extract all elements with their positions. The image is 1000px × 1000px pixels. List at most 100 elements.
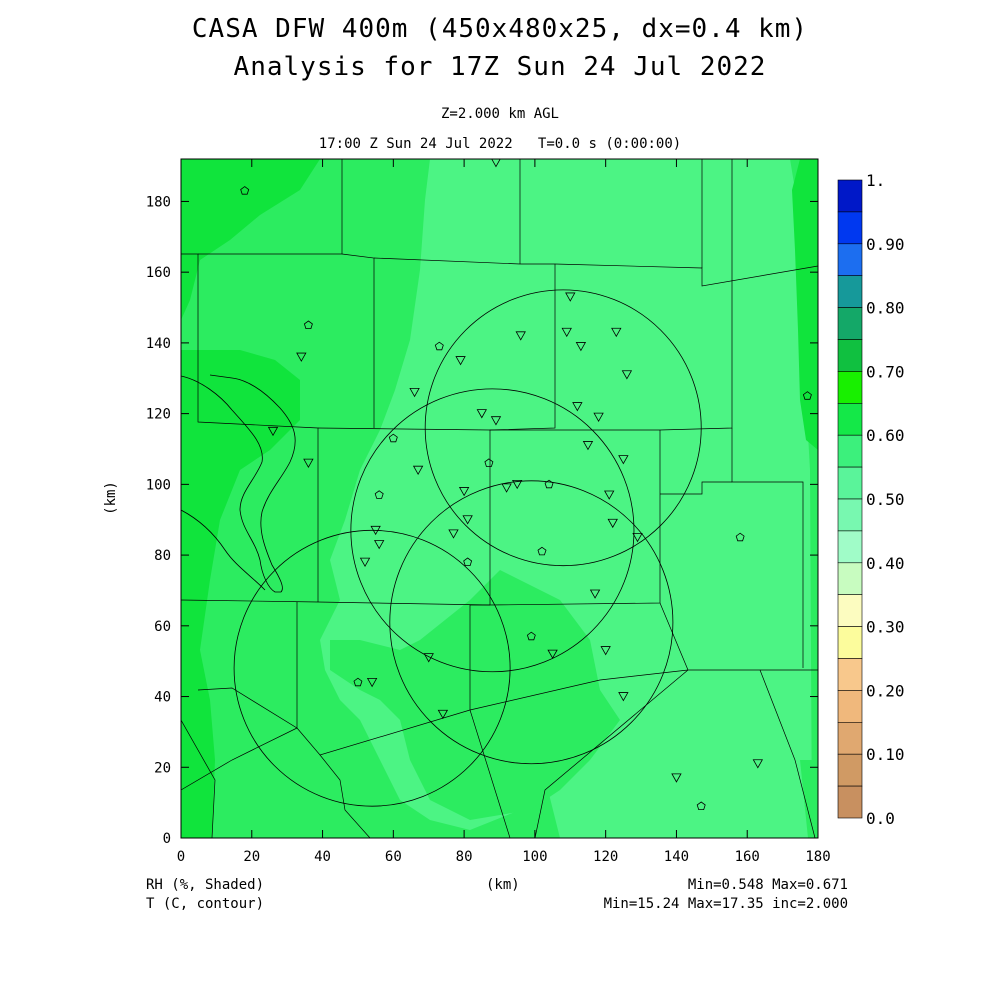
station-triangle-marker: [476, 409, 487, 419]
rh-region-dark-w: [181, 350, 300, 838]
station-triangle-marker: [448, 529, 459, 539]
station-pentagon-marker: [696, 801, 706, 810]
station-triangle-marker: [370, 525, 381, 536]
station-pentagon-marker: [353, 677, 363, 687]
station-triangle-marker: [582, 441, 594, 451]
station-triangle-marker: [409, 388, 420, 398]
colorbar-swatch: [837, 307, 863, 340]
colorbar-label: 0.70: [866, 362, 905, 381]
y-tick-label: 20: [154, 760, 171, 776]
colorbar-swatch: [837, 498, 863, 532]
y-tick-label: 80: [154, 548, 171, 564]
x-tick-label: 0: [177, 849, 185, 865]
x-tick-label: 100: [522, 849, 547, 865]
station-triangle-marker: [575, 342, 587, 352]
title-line-1: CASA DFW 400m (450x480x25, dx=0.4 km): [191, 14, 809, 44]
station-pentagon-marker: [544, 479, 554, 489]
station-triangle-marker: [359, 557, 371, 567]
station-triangle-marker: [515, 331, 526, 341]
colorbar: 1. 0.90 0.80 0.70 0.60 0.50 0.40 0.30 0.20 0.10 0.…: [837, 171, 905, 828]
colorbar-label: 0.60: [866, 426, 905, 445]
station-triangle-marker: [618, 692, 629, 702]
footer-right-2: Min=15.24 Max=17.35 inc=2.000: [603, 896, 848, 912]
colorbar-swatch: [837, 626, 863, 659]
rh-region-dark-e: [792, 159, 818, 450]
station-triangle-marker: [267, 426, 279, 437]
station-triangle-marker: [373, 540, 385, 550]
colorbar-swatch: [837, 721, 863, 755]
station-triangle-marker: [632, 533, 643, 543]
y-tick-label: 60: [154, 619, 171, 635]
station-pentagon-marker: [537, 546, 547, 556]
station-triangle-marker: [618, 455, 629, 465]
station-triangle-marker: [491, 159, 501, 168]
colorbar-label: 0.40: [866, 554, 905, 573]
station-triangle-marker: [437, 709, 449, 720]
station-pentagon-marker: [735, 532, 745, 542]
station-pentagon-marker: [303, 320, 313, 330]
y-axis-ticks: 0 20 40 60 80 100 120 140 160 180: [146, 194, 818, 847]
rh-region-mid-se: [800, 760, 818, 838]
colorbar-swatch: [837, 179, 863, 213]
station-pentagon-marker: [374, 490, 384, 499]
rh-region-dark-nw: [181, 159, 320, 320]
footer-left-2: T (C, contour): [146, 896, 265, 912]
colorbar-swatch: [837, 402, 863, 436]
colorbar-label: 0.20: [866, 681, 905, 700]
station-triangle-marker: [589, 589, 601, 599]
colorbar-swatch: [837, 785, 863, 819]
footer-right-1: Min=0.548 Max=0.671: [687, 877, 848, 893]
station-triangle-marker: [462, 515, 473, 525]
level-label: Z=2.000 km AGL: [440, 106, 559, 122]
colorbar-swatch: [837, 371, 863, 404]
radar-ring: [389, 480, 674, 765]
station-pentagon-marker: [463, 557, 473, 566]
colorbar-label: 1.: [866, 171, 885, 190]
station-triangle-marker: [752, 759, 764, 769]
colorbar-label: 0.80: [866, 299, 905, 318]
x-tick-label: 80: [456, 849, 473, 865]
colorbar-swatch: [837, 530, 863, 564]
station-triangle-marker: [621, 370, 633, 380]
colorbar-swatch: [837, 243, 863, 277]
y-tick-label: 100: [146, 477, 171, 493]
colorbar-swatch: [837, 562, 863, 595]
y-tick-label: 160: [146, 265, 171, 281]
station-triangle-marker: [458, 487, 470, 497]
colorbar-swatch: [837, 658, 863, 691]
y-tick-label: 140: [146, 336, 171, 352]
station-triangle-marker: [423, 653, 434, 663]
station-triangle-marker: [604, 490, 615, 500]
x-tick-label: 160: [735, 849, 760, 865]
x-axis-ticks: 0 20 40 60 80 100 120 140 160 180: [177, 159, 831, 865]
colorbar-swatch: [837, 594, 863, 627]
plot-frame: [180, 158, 819, 839]
colorbar-swatch: [837, 339, 863, 372]
x-tick-label: 60: [385, 849, 402, 865]
station-pentagon-marker: [434, 341, 444, 351]
station-pentagon-marker: [526, 631, 536, 641]
radar-ring: [233, 529, 511, 807]
y-tick-label: 120: [146, 407, 171, 423]
station-triangle-marker: [296, 352, 307, 362]
station-triangle-marker: [512, 479, 523, 490]
title-line-2: Analysis for 17Z Sun 24 Jul 2022: [233, 52, 767, 82]
x-tick-label: 120: [593, 849, 618, 865]
station-triangle-marker: [501, 483, 512, 493]
colorbar-swatch: [837, 434, 863, 468]
x-tick-label: 180: [805, 849, 830, 865]
station-pentagon-marker: [388, 433, 398, 443]
station-triangle-marker: [572, 402, 583, 412]
station-triangle-marker: [611, 327, 622, 338]
observation-stations: [240, 159, 812, 810]
y-tick-label: 0: [163, 831, 171, 847]
station-triangle-marker: [412, 465, 424, 476]
y-tick-label: 180: [146, 194, 171, 210]
station-triangle-marker: [455, 356, 466, 366]
radar-ring: [350, 388, 635, 673]
station-triangle-marker: [303, 458, 314, 468]
station-triangle-marker: [366, 677, 378, 688]
radar-range-rings: [233, 289, 702, 807]
station-triangle-marker: [547, 649, 558, 659]
